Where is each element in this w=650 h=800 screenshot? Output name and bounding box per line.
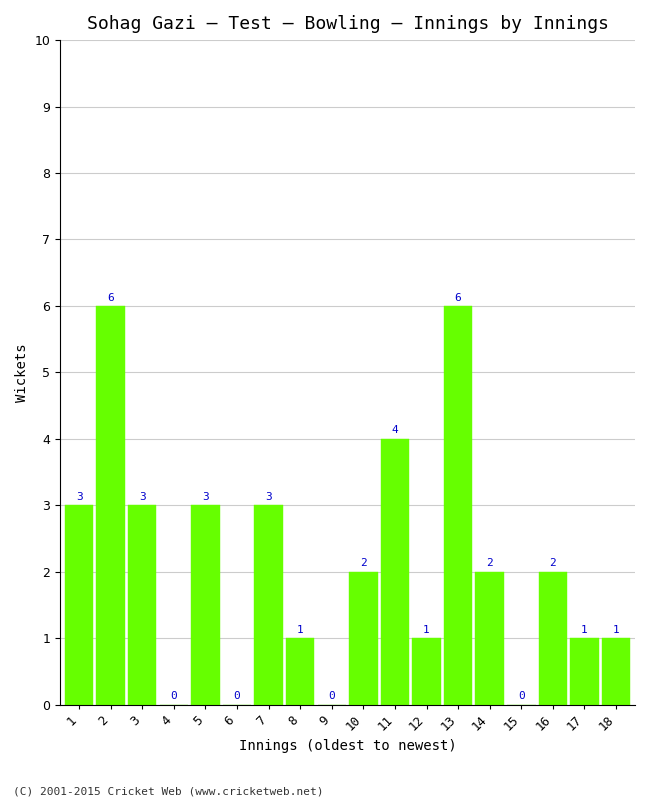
Bar	[476, 572, 504, 705]
Text: 0: 0	[170, 691, 177, 702]
Text: 3: 3	[76, 492, 83, 502]
Text: 3: 3	[265, 492, 272, 502]
Text: 1: 1	[297, 625, 304, 635]
X-axis label: Innings (oldest to newest): Innings (oldest to newest)	[239, 739, 456, 753]
Text: 4: 4	[391, 426, 398, 435]
Text: 0: 0	[328, 691, 335, 702]
Text: 3: 3	[139, 492, 146, 502]
Text: 2: 2	[549, 558, 556, 568]
Text: 0: 0	[518, 691, 525, 702]
Text: 6: 6	[107, 293, 114, 302]
Title: Sohag Gazi – Test – Bowling – Innings by Innings: Sohag Gazi – Test – Bowling – Innings by…	[86, 15, 608, 33]
Text: 0: 0	[233, 691, 240, 702]
Text: 3: 3	[202, 492, 209, 502]
Bar	[381, 439, 409, 705]
Text: 6: 6	[455, 293, 461, 302]
Bar	[539, 572, 567, 705]
Text: (C) 2001-2015 Cricket Web (www.cricketweb.net): (C) 2001-2015 Cricket Web (www.cricketwe…	[13, 786, 324, 796]
Text: 1: 1	[613, 625, 619, 635]
Text: 2: 2	[360, 558, 367, 568]
Bar	[602, 638, 630, 705]
Bar	[254, 506, 283, 705]
Text: 1: 1	[581, 625, 588, 635]
Bar	[444, 306, 473, 705]
Bar	[349, 572, 378, 705]
Y-axis label: Wickets: Wickets	[15, 343, 29, 402]
Bar	[191, 506, 220, 705]
Text: 1: 1	[423, 625, 430, 635]
Bar	[96, 306, 125, 705]
Bar	[65, 506, 94, 705]
Bar	[286, 638, 315, 705]
Text: 2: 2	[486, 558, 493, 568]
Bar	[412, 638, 441, 705]
Bar	[570, 638, 599, 705]
Bar	[128, 506, 157, 705]
